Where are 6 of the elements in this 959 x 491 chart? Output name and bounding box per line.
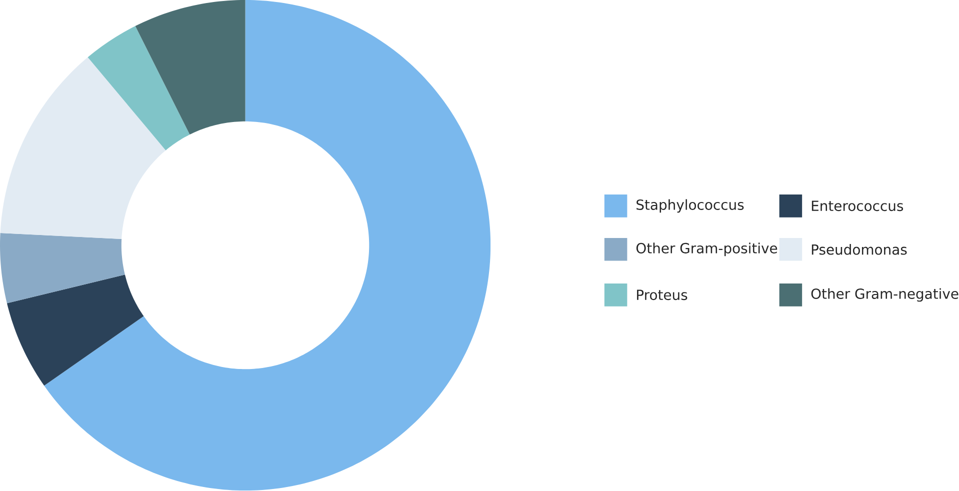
legend-label: Staphylococcus <box>636 199 744 213</box>
legend-label: Proteus <box>637 290 688 300</box>
legend-label: Pseudomonas <box>812 244 907 256</box>
legend-label: Other Gram-positive <box>636 242 778 256</box>
legend-label: Other Gram-negative <box>811 288 958 302</box>
legend-label: Enterococcus <box>812 200 904 212</box>
